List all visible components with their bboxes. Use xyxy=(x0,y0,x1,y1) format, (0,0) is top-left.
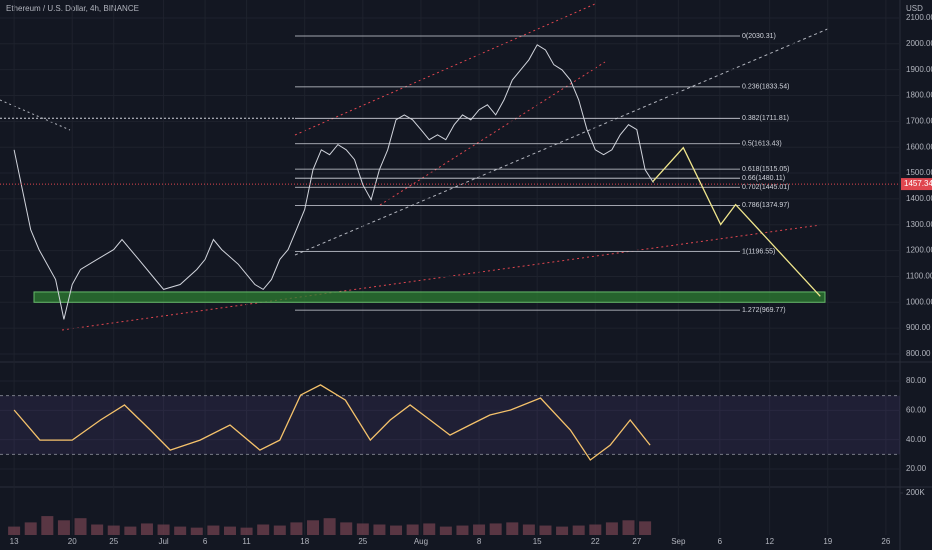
rsi-band xyxy=(0,395,900,455)
volume-bar xyxy=(473,524,486,535)
volume-bar xyxy=(257,524,270,535)
volume-bar xyxy=(489,523,502,535)
x-tick-label: 26 xyxy=(881,537,890,546)
x-tick-label: 18 xyxy=(300,537,309,546)
volume-bar xyxy=(439,526,452,535)
volume-bar xyxy=(572,525,585,535)
volume-bar xyxy=(273,525,286,535)
volume-bar xyxy=(207,525,220,535)
fib-label: 0.5(1613.43) xyxy=(742,141,782,148)
volume-bar xyxy=(605,522,618,535)
price-line xyxy=(652,146,821,297)
volume-bar xyxy=(522,524,535,535)
x-tick-label: 27 xyxy=(632,537,641,546)
volume-bar xyxy=(8,526,21,535)
x-tick-label: 8 xyxy=(477,537,482,546)
fib-label: 1.272(969.77) xyxy=(742,307,786,314)
y-tick-label: 1500.00 xyxy=(906,168,932,177)
y-tick-label: 1700.00 xyxy=(906,116,932,125)
y-axis-label: USD xyxy=(906,4,923,13)
x-tick-label: Jul xyxy=(158,537,168,546)
y-tick-label: 1100.00 xyxy=(906,272,932,281)
y-tick-label: 1900.00 xyxy=(906,65,932,74)
volume-bar xyxy=(124,526,137,535)
support-zone xyxy=(33,291,826,303)
volume-bar xyxy=(323,518,336,535)
fib-label: 0.786(1374.97) xyxy=(742,202,789,209)
volume-bar xyxy=(589,524,602,535)
fib-label: 0(2030.31) xyxy=(742,33,776,40)
y-tick-label: 2100.00 xyxy=(906,13,932,22)
volume-bar xyxy=(556,526,569,535)
drawings xyxy=(0,3,831,331)
x-tick-label: 22 xyxy=(591,537,600,546)
volume-bar xyxy=(57,520,70,535)
y-tick-label: 1600.00 xyxy=(906,142,932,151)
y-tick-label: 800.00 xyxy=(906,349,931,358)
volume-bar xyxy=(174,526,187,535)
price-line xyxy=(13,44,654,320)
y-tick-label: 2000.00 xyxy=(906,39,932,48)
y-tick-label: 80.00 xyxy=(906,376,927,385)
fib-label: 0.702(1445.01) xyxy=(742,184,789,191)
volume-bar xyxy=(240,527,253,535)
volume-bar xyxy=(157,524,170,535)
volume-bar xyxy=(91,524,104,535)
volume-bar xyxy=(506,522,519,535)
x-tick-label: Sep xyxy=(671,537,686,546)
volume-bar xyxy=(307,520,320,535)
x-tick-label: 25 xyxy=(109,537,118,546)
volume-bar xyxy=(74,518,87,535)
x-tick-label: 25 xyxy=(358,537,367,546)
x-tick-label: 19 xyxy=(823,537,832,546)
volume-bar xyxy=(290,522,303,535)
x-tick-label: 6 xyxy=(718,537,723,546)
volume-bar xyxy=(140,523,153,535)
fib-label: 0.618(1515.05) xyxy=(742,166,789,173)
volume-bar xyxy=(423,523,436,535)
volume-bar xyxy=(456,525,469,535)
y-tick-label: 900.00 xyxy=(906,323,931,332)
y-tick-label: 1800.00 xyxy=(906,91,932,100)
y-tick-label: 40.00 xyxy=(906,435,927,444)
x-tick-label: 6 xyxy=(203,537,208,546)
volume-bar xyxy=(406,524,419,535)
volume-bar xyxy=(539,525,552,535)
x-tick-label: Aug xyxy=(414,537,428,546)
last-price-box xyxy=(901,178,932,191)
price-line xyxy=(13,384,651,461)
volume-bar xyxy=(356,523,369,535)
volume-bar xyxy=(373,524,386,535)
y-tick-label: 1300.00 xyxy=(906,220,932,229)
y-tick-label: 1000.00 xyxy=(906,297,932,306)
y-tick-label: 1200.00 xyxy=(906,246,932,255)
volume-bar xyxy=(390,525,403,535)
y-tick-label: 20.00 xyxy=(906,464,927,473)
x-tick-label: 15 xyxy=(533,537,542,546)
x-tick-label: 12 xyxy=(765,537,774,546)
volume-bar xyxy=(24,522,37,535)
volume-bar xyxy=(622,520,635,535)
fib-label: 0.66(1480.11) xyxy=(742,175,785,182)
volume-bar xyxy=(223,526,236,535)
last-price-label: 1457.34 xyxy=(904,179,932,188)
trend-line xyxy=(294,27,831,256)
fib-label: 0.382(1711.81) xyxy=(742,115,789,122)
volume-bar xyxy=(41,516,54,535)
y-tick-label: 60.00 xyxy=(906,405,927,414)
volume-bar xyxy=(107,525,120,535)
fib-label: 1(1196.55) xyxy=(742,248,775,255)
volume-bar xyxy=(190,527,203,535)
x-tick-label: 20 xyxy=(68,537,77,546)
x-tick-label: 11 xyxy=(242,537,251,546)
x-tick-label: 13 xyxy=(10,537,19,546)
volume-bar xyxy=(340,522,353,535)
y-tick-label: 1400.00 xyxy=(906,194,932,203)
y-tick-label: 200K xyxy=(906,488,925,497)
volume-bar xyxy=(639,521,652,535)
fib-label: 0.236(1833.54) xyxy=(742,84,789,91)
